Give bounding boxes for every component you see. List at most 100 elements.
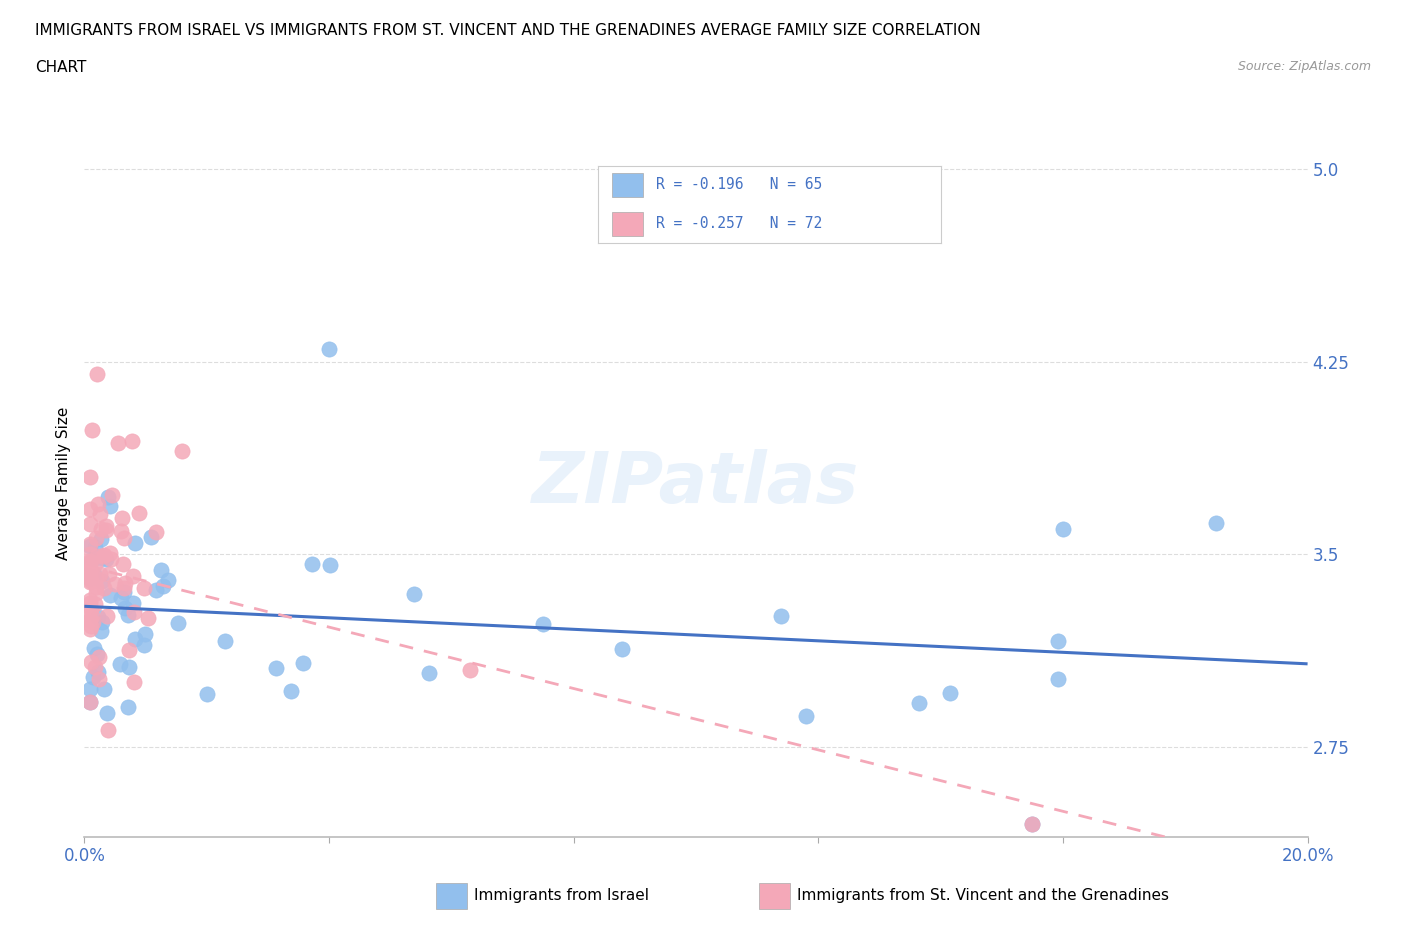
Point bbox=[79, 695, 101, 710]
Point bbox=[90, 531, 112, 546]
Point bbox=[1047, 672, 1070, 687]
Point bbox=[152, 578, 174, 593]
Point bbox=[79, 537, 101, 551]
Point bbox=[79, 602, 101, 617]
Point bbox=[122, 568, 145, 583]
Text: R = -0.257   N = 72: R = -0.257 N = 72 bbox=[657, 217, 823, 232]
Point bbox=[404, 586, 426, 601]
Point bbox=[87, 610, 110, 625]
Point bbox=[87, 664, 110, 679]
Point bbox=[460, 662, 482, 677]
Point bbox=[83, 596, 105, 611]
Y-axis label: Average Family Size: Average Family Size bbox=[56, 407, 72, 560]
Point bbox=[79, 596, 101, 611]
Point bbox=[84, 579, 107, 594]
Point bbox=[80, 655, 103, 670]
Point bbox=[118, 643, 141, 658]
Point bbox=[83, 641, 105, 656]
Point bbox=[124, 536, 146, 551]
Point bbox=[98, 567, 121, 582]
Text: CHART: CHART bbox=[35, 60, 87, 75]
Point bbox=[79, 575, 101, 590]
Text: R = -0.196   N = 65: R = -0.196 N = 65 bbox=[657, 178, 823, 193]
Point bbox=[112, 581, 135, 596]
Point bbox=[94, 551, 117, 566]
Point bbox=[83, 539, 105, 554]
Point bbox=[80, 618, 103, 633]
Point bbox=[301, 556, 323, 571]
Point bbox=[79, 538, 101, 553]
Text: IMMIGRANTS FROM ISRAEL VS IMMIGRANTS FROM ST. VINCENT AND THE GRENADINES AVERAGE: IMMIGRANTS FROM ISRAEL VS IMMIGRANTS FRO… bbox=[35, 23, 981, 38]
Point bbox=[80, 554, 103, 569]
Point bbox=[318, 341, 340, 356]
Text: Immigrants from St. Vincent and the Grenadines: Immigrants from St. Vincent and the Gren… bbox=[797, 888, 1170, 903]
Point bbox=[145, 582, 167, 597]
Point bbox=[93, 682, 115, 697]
Point bbox=[84, 571, 107, 586]
Point bbox=[117, 700, 139, 715]
Point bbox=[134, 580, 156, 595]
Point bbox=[79, 470, 101, 485]
Point bbox=[79, 565, 101, 580]
Point bbox=[79, 695, 101, 710]
Point bbox=[121, 433, 143, 448]
Point bbox=[90, 624, 112, 639]
Point bbox=[79, 568, 101, 583]
Point bbox=[770, 608, 793, 623]
Point bbox=[117, 607, 139, 622]
Point bbox=[79, 621, 101, 636]
Point bbox=[319, 557, 342, 572]
Point bbox=[79, 612, 101, 627]
Point bbox=[172, 444, 194, 458]
Point bbox=[96, 518, 118, 533]
Point bbox=[98, 545, 121, 560]
Point bbox=[91, 551, 114, 565]
Point bbox=[98, 588, 121, 603]
Point bbox=[112, 584, 135, 599]
Point bbox=[96, 609, 118, 624]
Point bbox=[1047, 634, 1070, 649]
Bar bbox=[612, 212, 643, 235]
Point bbox=[418, 665, 440, 680]
Point bbox=[136, 610, 159, 625]
Point bbox=[291, 656, 314, 671]
Point bbox=[79, 565, 101, 580]
Point bbox=[112, 530, 135, 545]
Point bbox=[94, 523, 117, 538]
Point bbox=[98, 498, 121, 513]
Point bbox=[97, 723, 120, 737]
Point bbox=[84, 659, 107, 674]
Text: ZIPatlas: ZIPatlas bbox=[533, 449, 859, 518]
Point bbox=[100, 551, 122, 566]
Point bbox=[79, 557, 101, 572]
Point bbox=[1021, 817, 1043, 831]
Point bbox=[86, 367, 108, 382]
Point bbox=[110, 591, 132, 605]
Point bbox=[91, 573, 114, 588]
Point bbox=[134, 627, 156, 642]
Point bbox=[141, 530, 163, 545]
Point bbox=[110, 657, 132, 671]
Point bbox=[128, 505, 150, 520]
Point bbox=[79, 566, 101, 581]
Point bbox=[156, 573, 179, 588]
Point bbox=[93, 580, 115, 595]
Point bbox=[83, 566, 105, 581]
Point bbox=[86, 530, 108, 545]
Point bbox=[1205, 516, 1227, 531]
Point bbox=[79, 547, 101, 562]
Point bbox=[111, 556, 134, 571]
Point bbox=[150, 563, 173, 578]
Point bbox=[122, 604, 145, 619]
Point bbox=[87, 671, 110, 686]
Point bbox=[79, 613, 101, 628]
Point bbox=[195, 687, 218, 702]
Point bbox=[107, 435, 129, 450]
Point bbox=[79, 517, 101, 532]
Point bbox=[280, 684, 302, 698]
Point bbox=[124, 631, 146, 646]
Point bbox=[117, 660, 139, 675]
Point bbox=[79, 570, 101, 585]
Point bbox=[82, 670, 104, 684]
Point bbox=[86, 549, 108, 564]
